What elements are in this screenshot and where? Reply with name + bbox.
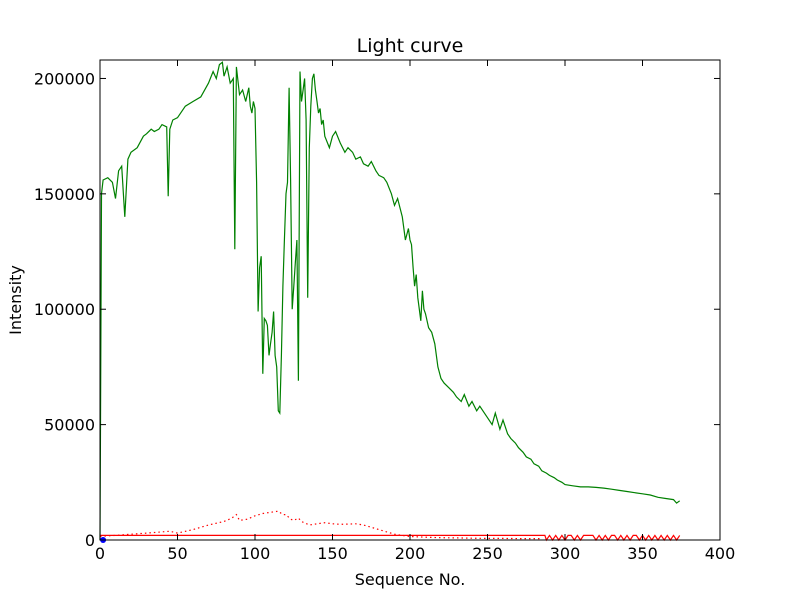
y-tick-label: 200000: [34, 69, 95, 88]
x-tick-label: 100: [240, 544, 271, 563]
chart-title: Light curve: [357, 35, 464, 57]
series-2-line: [99, 510, 542, 540]
y-tick-label: 50000: [44, 416, 95, 435]
x-tick-label: 50: [167, 544, 187, 563]
y-tick-label: 150000: [34, 185, 95, 204]
series-3-line: [100, 534, 681, 542]
x-tick-label: 200: [395, 544, 426, 563]
x-tick-label: 400: [705, 544, 736, 563]
y-tick-label: 100000: [34, 300, 95, 319]
y-axis: 0 50000 100000 150000 200000: [34, 69, 720, 550]
x-tick-label: 350: [627, 544, 658, 563]
y-tick-label: 0: [85, 531, 95, 550]
x-tick-label: 300: [550, 544, 581, 563]
x-tick-label: 250: [472, 544, 503, 563]
x-axis: 0 50 100 150 200 250 300 350 400: [95, 60, 735, 563]
x-tick-label: 0: [95, 544, 105, 563]
x-tick-label: 150: [317, 544, 348, 563]
y-axis-label: Intensity: [6, 265, 25, 335]
series-1-line: [99, 61, 681, 541]
x-axis-label: Sequence No.: [355, 570, 466, 589]
